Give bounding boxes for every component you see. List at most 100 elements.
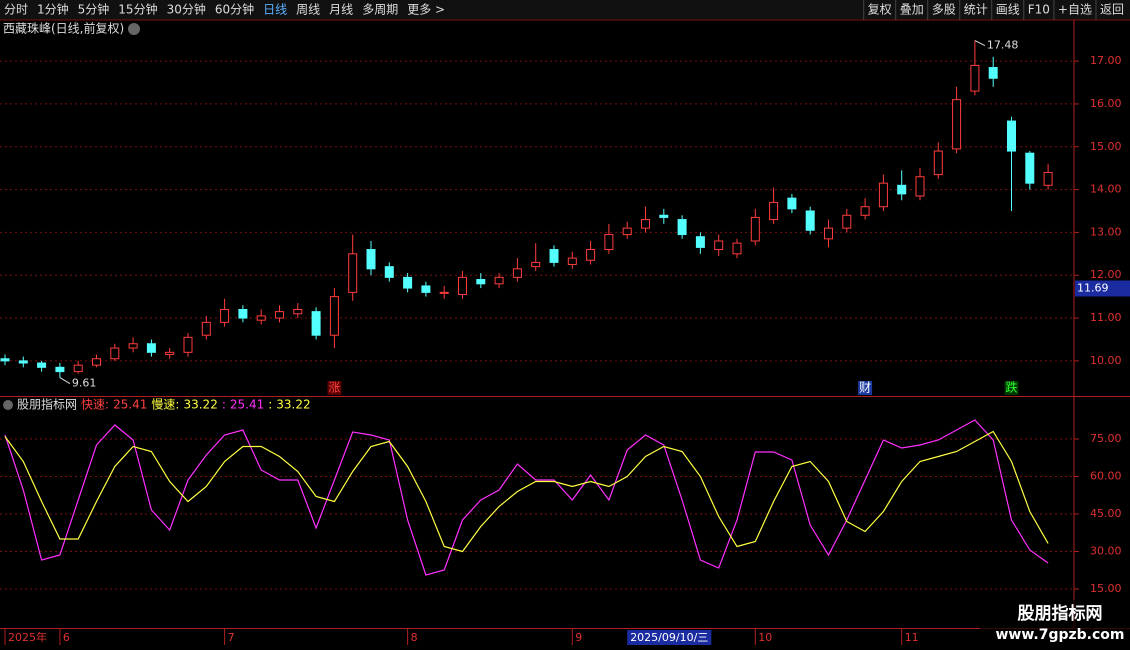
toolbar-button[interactable]: +自选 xyxy=(1058,3,1092,17)
candle-body xyxy=(677,219,687,236)
candle-body xyxy=(92,358,101,366)
candle-body xyxy=(275,311,284,319)
event-badge[interactable]: 财 xyxy=(859,381,871,395)
candle-body xyxy=(512,268,522,278)
event-badge-bg xyxy=(1004,381,1019,395)
candle-body xyxy=(604,234,614,251)
toolbar-button[interactable]: 画线 xyxy=(996,3,1020,17)
max-pointer xyxy=(974,40,986,47)
candle-body xyxy=(348,253,358,293)
toolbar-button[interactable]: 多股 xyxy=(932,3,956,17)
candle-body xyxy=(238,308,248,319)
y-tick-label: 14.00 xyxy=(1090,183,1122,196)
toolbar-button[interactable]: 统计 xyxy=(964,3,988,17)
title-dropdown[interactable] xyxy=(128,23,140,35)
indicator-line xyxy=(4,419,1049,576)
candle-body xyxy=(860,206,870,216)
candle-body xyxy=(293,308,303,315)
event-badge-bg xyxy=(858,381,873,395)
candle-body xyxy=(750,216,760,242)
period-tab[interactable]: 5分钟 xyxy=(78,2,110,17)
candle-body xyxy=(970,64,980,92)
period-tab[interactable]: 1分钟 xyxy=(37,2,69,17)
candle-body xyxy=(366,249,376,270)
y-tick-label: 30.00 xyxy=(1090,545,1122,558)
candle-body xyxy=(73,364,83,373)
candle-body xyxy=(531,261,541,268)
x-tick-label: 9 xyxy=(575,631,582,644)
candle-body xyxy=(732,242,742,255)
x-tick-label: 11 xyxy=(905,631,919,644)
candle-body xyxy=(476,279,486,285)
legend-name: 慢速: xyxy=(151,398,179,412)
candle-body xyxy=(805,210,815,231)
x-tick-label: 6 xyxy=(63,631,70,644)
max-label: 17.48 xyxy=(987,39,1019,52)
candle-body xyxy=(183,336,193,353)
indicator-dropdown[interactable] xyxy=(3,400,13,410)
period-tab[interactable]: 日线 xyxy=(263,3,287,17)
toolbar-bg xyxy=(0,0,1130,20)
candle-body xyxy=(549,249,559,263)
y-tick-label: 45.00 xyxy=(1090,507,1122,520)
candle-body xyxy=(458,276,467,296)
y-tick-label: 11.00 xyxy=(1090,311,1122,324)
toolbar-button[interactable]: 返回 xyxy=(1100,3,1124,17)
toolbar-button[interactable]: F10 xyxy=(1028,3,1050,17)
period-tab[interactable]: 30分钟 xyxy=(167,2,206,17)
candle-body xyxy=(384,266,394,278)
candle-body xyxy=(110,347,120,360)
min-pointer xyxy=(59,377,71,385)
indicator-title: 股朋指标网 xyxy=(17,397,77,412)
event-badge[interactable]: 涨 xyxy=(328,380,340,395)
legend-value: 25.41 xyxy=(230,398,264,412)
candle-body xyxy=(586,249,596,261)
legend-value: 25.41 xyxy=(113,398,147,412)
event-badge[interactable]: 跌 xyxy=(1005,380,1017,395)
period-tab[interactable]: 15分钟 xyxy=(118,2,157,17)
y-tick-label: 60.00 xyxy=(1090,470,1122,483)
y-tick-label: 13.00 xyxy=(1090,225,1122,238)
candle-body xyxy=(659,214,669,218)
x-tick-label: 8 xyxy=(411,631,418,644)
y-tick-label: 15.00 xyxy=(1090,140,1122,153)
candle-body xyxy=(897,184,907,195)
watermark-bg xyxy=(980,600,1130,650)
x-tick-label: 10 xyxy=(758,631,772,644)
legend-value: 33.22 xyxy=(183,398,217,412)
candle-body xyxy=(311,311,321,336)
candle-body xyxy=(567,257,577,266)
period-tab[interactable]: 60分钟 xyxy=(215,2,254,17)
candle-body xyxy=(329,296,339,336)
x-tick-label: 2025年 xyxy=(8,630,47,644)
candle-body xyxy=(201,321,211,336)
candle-body xyxy=(915,176,925,197)
period-tab[interactable]: 多周期 xyxy=(362,3,398,17)
candle-body xyxy=(439,291,449,294)
candle-body xyxy=(256,315,266,321)
candle-body xyxy=(1043,171,1053,186)
y-tick-label: 16.00 xyxy=(1090,97,1122,110)
candle-body xyxy=(0,358,10,362)
candle-body xyxy=(787,197,797,210)
candle-body xyxy=(769,201,779,221)
period-tab[interactable]: 分时 xyxy=(4,3,28,17)
candle-body xyxy=(952,99,962,150)
period-tab[interactable]: 更多 > xyxy=(407,3,445,17)
period-tab[interactable]: 月线 xyxy=(329,3,353,17)
period-tab[interactable]: 周线 xyxy=(296,3,320,17)
toolbar-button[interactable]: 叠加 xyxy=(900,3,924,17)
y-tick-label: 10.00 xyxy=(1090,354,1122,367)
watermark-title: 股朋指标网 xyxy=(1018,603,1103,624)
candle-body xyxy=(1025,152,1035,184)
candle-body xyxy=(824,227,833,240)
cursor-price: 11.69 xyxy=(1077,282,1109,295)
chart-title: 西藏珠峰(日线,前复权) xyxy=(3,21,124,36)
candle-body xyxy=(165,351,175,355)
event-badge-bg xyxy=(327,381,342,395)
candle-body xyxy=(128,343,138,349)
legend-sep: : xyxy=(268,398,272,412)
toolbar-button[interactable]: 复权 xyxy=(868,3,892,17)
candle-body xyxy=(695,236,705,248)
